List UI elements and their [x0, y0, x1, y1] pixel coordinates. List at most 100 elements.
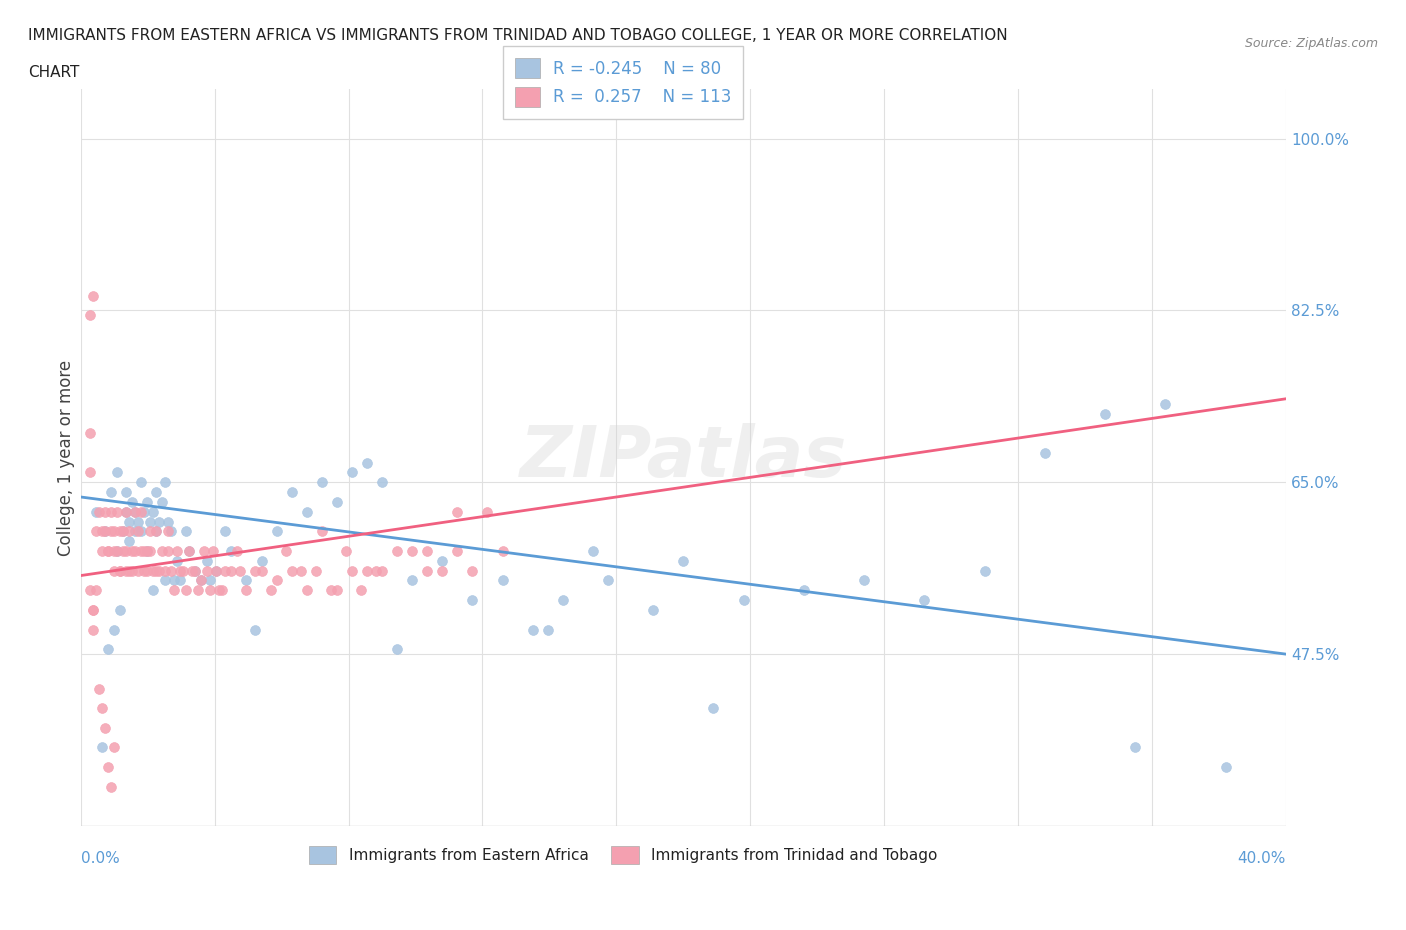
Point — [157, 514, 180, 529]
Point — [97, 543, 120, 558]
Point — [401, 573, 423, 588]
Point — [311, 524, 333, 538]
Text: CHART: CHART — [28, 65, 80, 80]
Point — [94, 504, 117, 519]
Point — [136, 564, 159, 578]
Point — [491, 543, 513, 558]
Point — [118, 564, 141, 578]
Point — [139, 524, 162, 538]
Point — [326, 495, 349, 510]
Point — [181, 564, 204, 578]
Point — [103, 524, 125, 538]
Point — [115, 543, 138, 558]
Point — [97, 760, 120, 775]
Point — [551, 592, 574, 607]
Point — [235, 583, 257, 598]
Point — [115, 504, 138, 519]
Point — [912, 592, 935, 607]
Point — [364, 564, 387, 578]
Point — [174, 583, 197, 598]
Point — [280, 485, 302, 499]
Point — [221, 543, 243, 558]
Point — [145, 524, 167, 538]
Point — [1123, 740, 1146, 755]
Point — [446, 504, 468, 519]
Point — [290, 564, 312, 578]
Point — [79, 308, 101, 323]
Point — [169, 564, 191, 578]
Point — [118, 534, 141, 549]
Text: 0.0%: 0.0% — [80, 851, 120, 866]
Point — [142, 583, 165, 598]
Point — [105, 543, 128, 558]
Point — [145, 485, 167, 499]
Point — [166, 553, 188, 568]
Point — [401, 543, 423, 558]
Point — [90, 700, 112, 715]
Point — [132, 504, 155, 519]
Point — [643, 603, 665, 618]
Point — [205, 564, 228, 578]
Point — [150, 495, 173, 510]
Point — [82, 288, 104, 303]
Point — [127, 564, 149, 578]
Point — [145, 564, 167, 578]
Point — [793, 583, 815, 598]
Point — [153, 475, 176, 490]
Point — [121, 564, 143, 578]
Point — [79, 583, 101, 598]
Point — [115, 504, 138, 519]
Point — [100, 779, 122, 794]
Point — [1154, 396, 1177, 411]
Point — [491, 573, 513, 588]
Point — [153, 573, 176, 588]
Point — [129, 475, 152, 490]
Point — [124, 504, 146, 519]
Point — [432, 564, 454, 578]
Point — [702, 700, 724, 715]
Point — [82, 603, 104, 618]
Point — [245, 564, 267, 578]
Point — [108, 524, 131, 538]
Point — [169, 573, 191, 588]
Point — [190, 573, 212, 588]
Point — [94, 524, 117, 538]
Point — [157, 524, 180, 538]
Point — [266, 573, 288, 588]
Point — [111, 524, 134, 538]
Point — [305, 564, 328, 578]
Point — [84, 583, 107, 598]
Point — [245, 622, 267, 637]
Point — [973, 564, 995, 578]
Point — [160, 564, 183, 578]
Point — [90, 740, 112, 755]
Point — [214, 564, 236, 578]
Point — [416, 564, 439, 578]
Point — [150, 543, 173, 558]
Point — [111, 543, 134, 558]
Point — [136, 543, 159, 558]
Point — [87, 504, 110, 519]
Point — [121, 543, 143, 558]
Point — [136, 495, 159, 510]
Point — [82, 622, 104, 637]
Point — [537, 622, 560, 637]
Text: 40.0%: 40.0% — [1237, 851, 1286, 866]
Point — [311, 475, 333, 490]
Point — [350, 583, 373, 598]
Point — [84, 524, 107, 538]
Point — [326, 583, 349, 598]
Point — [340, 465, 363, 480]
Point — [672, 553, 695, 568]
Point — [195, 553, 218, 568]
Point — [82, 603, 104, 618]
Point — [103, 622, 125, 637]
Point — [153, 564, 176, 578]
Point — [100, 485, 122, 499]
Point — [139, 543, 162, 558]
Point — [266, 524, 288, 538]
Point — [187, 583, 209, 598]
Point — [105, 465, 128, 480]
Point — [103, 543, 125, 558]
Point — [193, 543, 215, 558]
